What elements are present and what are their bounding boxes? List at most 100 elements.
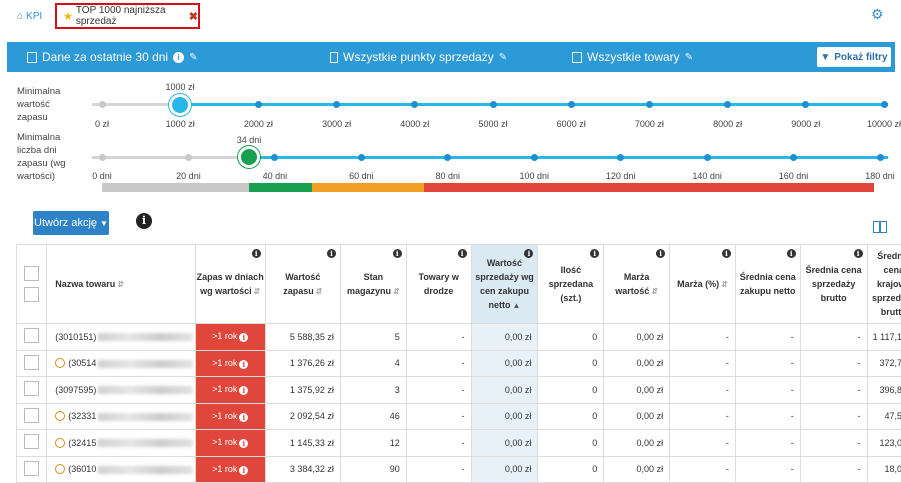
- select-all-checkbox[interactable]: [24, 266, 40, 281]
- sort-icon[interactable]: ⇵: [651, 286, 659, 296]
- col-header-zapas[interactable]: i Zapas w dniach wg wartości ⇵: [194, 244, 266, 324]
- product-name-cell[interactable]: (3097595): [46, 376, 196, 404]
- table-row[interactable]: (32415 >1 rok i 1 145,33 zł 12-0,00 zł 0 0,00 …: [15, 429, 901, 457]
- stock-days-step-dot[interactable]: [444, 154, 452, 161]
- product-name-cell[interactable]: (30514: [46, 349, 196, 377]
- table-row[interactable]: (30514 >1 rok i 1 376,26 zł 4-0,00 zł 0 0,00 z…: [15, 349, 901, 377]
- products-filter[interactable]: Wszystkie towary ✎: [572, 50, 693, 64]
- stock-days-step-dot[interactable]: [530, 154, 538, 161]
- info-icon[interactable]: i: [251, 249, 261, 258]
- info-icon[interactable]: i: [239, 412, 249, 422]
- stock-days-step-dot[interactable]: [98, 154, 106, 161]
- product-name-cell[interactable]: (36010: [46, 455, 196, 483]
- col-header-marza-pct[interactable]: i Marża (%) ⇵: [669, 244, 736, 324]
- create-action-button[interactable]: Utwórz akcję ▼: [33, 211, 109, 235]
- stock-value-step-dot[interactable]: [98, 101, 106, 108]
- stock-days-step-dot[interactable]: [790, 154, 798, 161]
- stock-value-step-dot[interactable]: [880, 101, 888, 108]
- col-header-wartosc[interactable]: i Wartość zapasu ⇵: [264, 244, 341, 324]
- sort-icon[interactable]: ⇵: [721, 279, 728, 289]
- info-icon[interactable]: i: [392, 249, 402, 258]
- info-icon[interactable]: i: [239, 439, 249, 449]
- stock-value-step-dot[interactable]: [645, 101, 653, 108]
- stock-value-slider-handle[interactable]: [169, 94, 191, 116]
- show-filters-button[interactable]: ▼ Pokaż filtry: [817, 47, 891, 67]
- sort-asc-icon[interactable]: ▲: [512, 300, 521, 310]
- product-name-cell[interactable]: (3010151): [46, 323, 196, 351]
- info-icon[interactable]: i: [457, 249, 467, 258]
- stock-value-step-dot[interactable]: [802, 101, 810, 108]
- in-transit-cell: -: [405, 402, 472, 430]
- row-checkbox[interactable]: [24, 328, 40, 344]
- stock-days-tick-label: 80 dni: [435, 171, 461, 181]
- breadcrumb-kpi[interactable]: ⌂ KPI: [17, 11, 42, 22]
- table-row[interactable]: (32331 >1 rok i 2 092,54 zł 46-0,00 zł 0 0,00 …: [15, 402, 901, 430]
- table-row[interactable]: (3010151) >1 rok i 5 588,35 zł 5-0,00 zł 0 0,0…: [15, 323, 901, 351]
- info-icon[interactable]: i: [326, 249, 336, 258]
- info-icon[interactable]: i: [239, 386, 249, 396]
- stock-days-step-dot[interactable]: [876, 154, 884, 161]
- margin-pct-cell: -: [669, 402, 736, 430]
- col-header-marza[interactable]: i Marża wartość ⇵: [603, 244, 671, 324]
- stock-value-step-dot[interactable]: [254, 101, 262, 108]
- info-icon[interactable]: i: [590, 249, 600, 258]
- stock-days-step-dot[interactable]: [357, 154, 365, 161]
- close-tab-icon[interactable]: ✖: [188, 10, 198, 23]
- sort-icon[interactable]: ⇵: [315, 286, 323, 296]
- settings-gear-icon[interactable]: ⚙: [871, 6, 884, 22]
- stock-days-cell: >1 rok i: [194, 455, 266, 483]
- stock-value-step-dot[interactable]: [724, 101, 732, 108]
- col-header-sr-zakup[interactable]: i Średnia cena zakupu netto: [734, 244, 801, 324]
- info-icon[interactable]: i: [524, 249, 534, 258]
- row-checkbox[interactable]: [24, 434, 40, 450]
- info-icon[interactable]: i: [786, 249, 796, 258]
- stock-value-step-dot[interactable]: [411, 101, 419, 108]
- period-filter[interactable]: Dane za ostatnie 30 dni i ✎: [27, 50, 197, 64]
- show-filters-label: Pokaż filtry: [834, 51, 888, 63]
- stock-days-step-dot[interactable]: [617, 154, 625, 161]
- col-header-sprzedaz[interactable]: i Wartość sprzedaży wg cen zakupu netto ▲: [470, 244, 539, 324]
- row-checkbox[interactable]: [24, 460, 40, 476]
- row-checkbox[interactable]: [24, 381, 40, 397]
- edit-icon[interactable]: ✎: [684, 51, 694, 63]
- sales-value-cell: 0,00 zł: [470, 429, 539, 457]
- edit-icon[interactable]: ✎: [189, 51, 198, 63]
- select-page-checkbox[interactable]: [24, 287, 40, 302]
- stock-days-step-dot[interactable]: [271, 154, 279, 161]
- stock-days-step-dot[interactable]: [184, 154, 192, 161]
- col-header-ilosc[interactable]: i Ilość sprzedana (szt.): [537, 244, 605, 324]
- sort-icon[interactable]: ⇵: [393, 286, 400, 296]
- col-header-droga[interactable]: i Towary w drodze: [405, 244, 472, 324]
- product-name-cell[interactable]: (32331: [46, 402, 196, 430]
- product-name-cell[interactable]: (32415: [46, 429, 196, 457]
- row-checkbox[interactable]: [24, 407, 40, 423]
- sort-icon[interactable]: ⇵: [117, 279, 125, 289]
- scale-segment-red: [424, 183, 874, 192]
- stock-value-step-dot[interactable]: [567, 101, 575, 108]
- col-header-sr-sprzedaz[interactable]: i Średnia cena sprzedaży brutto: [799, 244, 868, 324]
- clock-icon: [55, 437, 66, 448]
- info-icon[interactable]: i: [656, 249, 666, 258]
- stock-days-slider-handle[interactable]: [238, 146, 260, 168]
- col-header-stan[interactable]: i Stan magazynu ⇵: [339, 244, 407, 324]
- info-icon[interactable]: i: [136, 213, 152, 229]
- columns-icon[interactable]: [873, 221, 887, 233]
- info-icon[interactable]: i: [239, 465, 249, 475]
- col-header-name[interactable]: Nazwa towaru ⇵: [46, 244, 196, 324]
- sort-icon[interactable]: ⇵: [253, 286, 261, 296]
- info-icon[interactable]: i: [853, 249, 863, 258]
- stock-days-step-dot[interactable]: [703, 154, 711, 161]
- info-icon[interactable]: i: [721, 249, 731, 258]
- info-icon[interactable]: i: [239, 359, 249, 369]
- info-icon[interactable]: i: [239, 333, 249, 343]
- info-icon[interactable]: i: [173, 51, 185, 63]
- edit-icon[interactable]: ✎: [498, 51, 508, 63]
- tab-top-1000[interactable]: ★ TOP 1000 najniższa sprzedaż ✖: [55, 3, 200, 29]
- row-checkbox[interactable]: [24, 354, 40, 370]
- points-filter[interactable]: Wszystkie punkty sprzedaży ✎: [330, 50, 507, 64]
- col-header-sr-krajowa[interactable]: Średnia cena krajowa sprzedaży brutto: [866, 244, 901, 324]
- table-row[interactable]: (3097595) >1 rok i 1 375,92 zł 3-0,00 zł 0 0,0…: [15, 376, 901, 404]
- table-row[interactable]: (36010 >1 rok i 3 384,32 zł 90-0,00 zł 0 0,00 …: [15, 455, 901, 483]
- stock-value-step-dot[interactable]: [489, 101, 497, 108]
- stock-value-step-dot[interactable]: [333, 101, 341, 108]
